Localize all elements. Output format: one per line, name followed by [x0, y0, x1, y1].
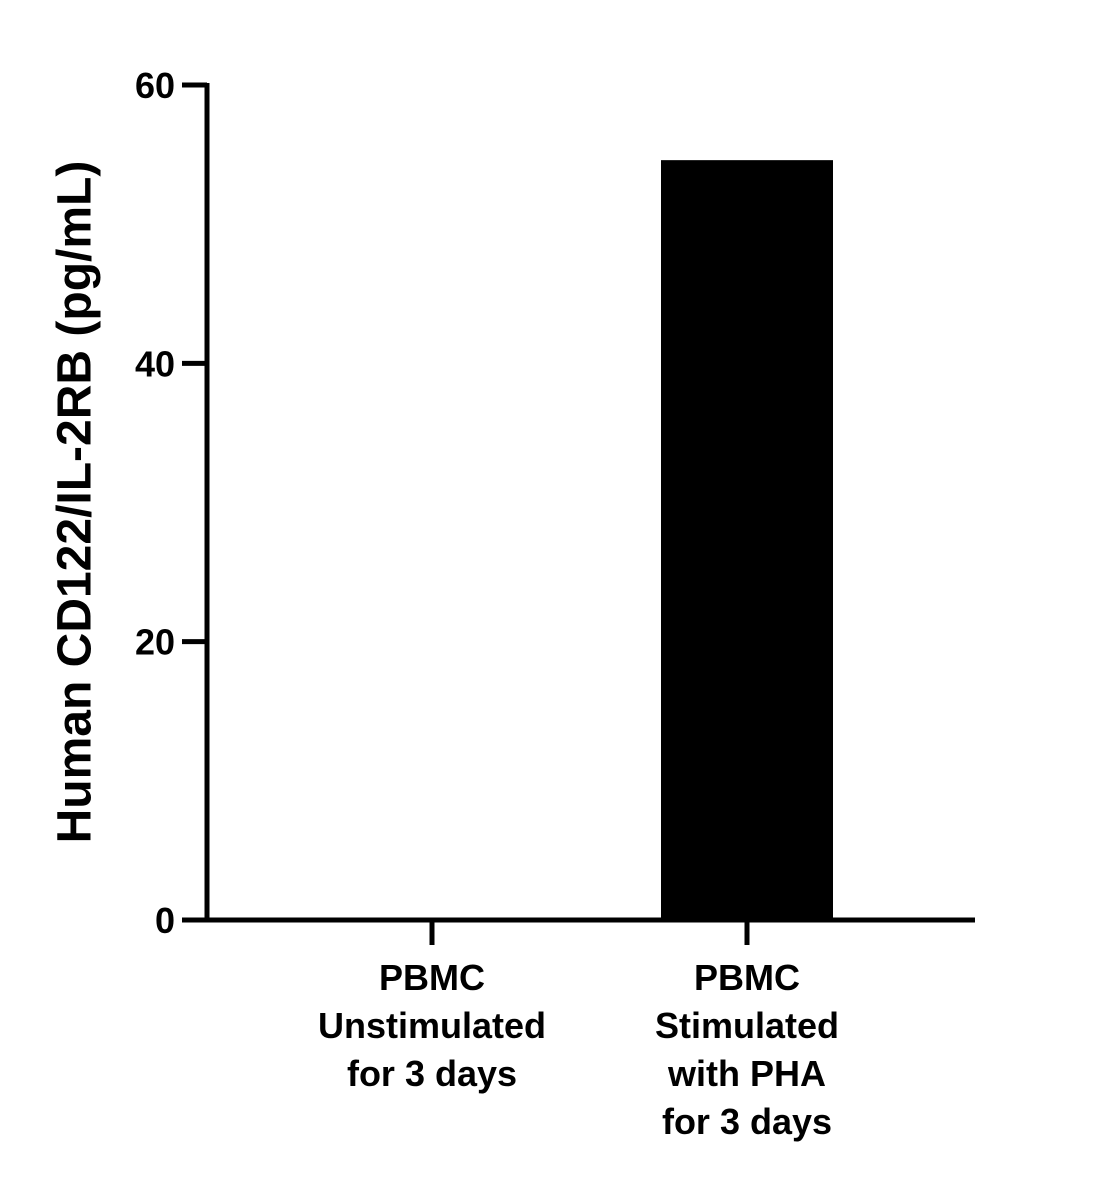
y-tick-label: 60	[135, 65, 175, 106]
bar	[661, 160, 833, 920]
y-tick-label: 0	[155, 900, 175, 941]
x-tick-label: Stimulated	[655, 1005, 839, 1046]
y-axis-label: Human CD122/IL-2RB (pg/mL)	[49, 161, 102, 844]
x-tick-label: for 3 days	[662, 1101, 832, 1142]
x-tick-label: Unstimulated	[318, 1005, 546, 1046]
y-tick-label: 40	[135, 343, 175, 384]
y-tick-label: 20	[135, 622, 175, 663]
x-tick-label: PBMC	[694, 957, 800, 998]
x-tick-label: with PHA	[667, 1053, 826, 1094]
x-tick-label: PBMC	[379, 957, 485, 998]
x-tick-label: for 3 days	[347, 1053, 517, 1094]
